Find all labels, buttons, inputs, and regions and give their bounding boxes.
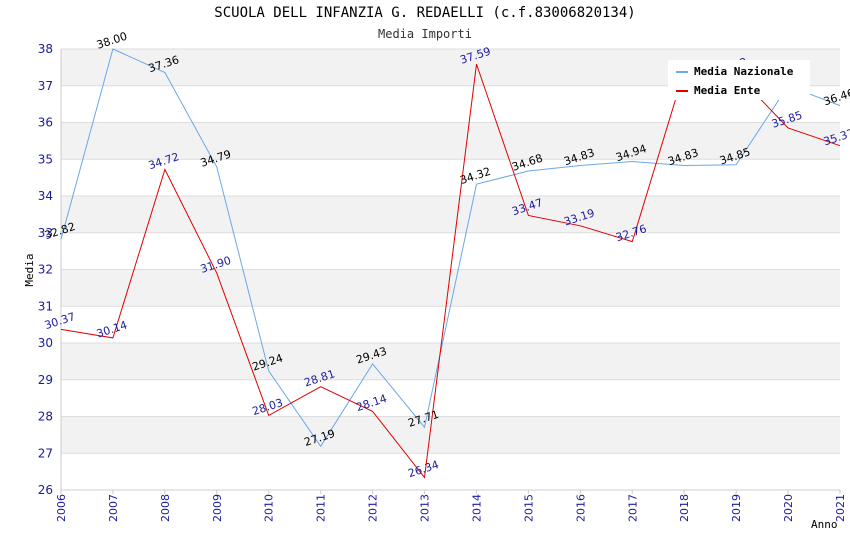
y-tick-label: 27 xyxy=(38,446,53,460)
series-line-media-nazionale xyxy=(60,48,841,448)
y-tick-label: 26 xyxy=(38,483,53,497)
legend-box xyxy=(668,60,810,100)
data-label: 38.00 xyxy=(95,30,129,52)
x-tick-label: 2011 xyxy=(315,494,328,522)
grid-band xyxy=(61,306,840,343)
grid-band xyxy=(61,196,840,233)
x-tick-label: 2007 xyxy=(107,494,120,522)
x-axis-title: Anno xyxy=(811,518,838,531)
grid-band xyxy=(61,122,840,160)
y-tick-label: 35 xyxy=(38,152,53,166)
x-tick-label: 2008 xyxy=(159,494,172,522)
x-tick-label: 2019 xyxy=(730,494,743,522)
y-axis-title: Media xyxy=(23,253,36,286)
grid-band xyxy=(61,269,840,307)
y-tick-label: 36 xyxy=(38,116,53,130)
x-tick-label: 2010 xyxy=(263,494,276,522)
x-tick-label: 2016 xyxy=(574,494,587,522)
y-tick-label: 38 xyxy=(38,42,53,56)
x-tick-label: 2018 xyxy=(678,494,691,522)
grid-band xyxy=(61,343,840,380)
grid-band xyxy=(61,453,840,490)
x-tick-label: 2009 xyxy=(211,494,224,522)
chart-title: SCUOLA DELL INFANZIA G. REDAELLI (c.f.83… xyxy=(214,5,636,21)
x-tick-label: 2017 xyxy=(626,494,639,522)
x-tick-label: 2006 xyxy=(55,494,68,522)
x-tick-label: 2013 xyxy=(419,494,432,522)
chart-subtitle: Media Importi xyxy=(378,27,472,41)
legend: Media Nazionale Media Ente xyxy=(668,60,810,100)
x-tick-label: 2012 xyxy=(367,494,380,522)
y-tick-label: 30 xyxy=(38,336,53,350)
chart-axes: 26 27 28 29 30 31 32 33 34 35 36 37 38 2006 2007 2008 20… xyxy=(23,42,847,531)
grid-band xyxy=(61,232,840,270)
grid-band xyxy=(61,379,840,417)
y-tick-label: 34 xyxy=(38,189,53,203)
legend-entry: Media Nazionale xyxy=(694,65,794,78)
y-tick-label: 29 xyxy=(38,373,53,387)
x-tick-label: 2021 xyxy=(834,494,847,522)
y-tick-label: 31 xyxy=(38,299,53,313)
y-tick-label: 37 xyxy=(38,79,53,93)
y-tick-label: 33 xyxy=(38,226,53,240)
grid-band xyxy=(61,416,840,454)
y-tick-label: 28 xyxy=(38,410,53,424)
x-tick-label: 2015 xyxy=(522,494,535,522)
legend-entry: Media Ente xyxy=(694,84,761,97)
y-tick-label: 32 xyxy=(38,263,53,277)
x-tick-label: 2020 xyxy=(782,494,795,522)
x-tick-label: 2014 xyxy=(470,494,483,522)
